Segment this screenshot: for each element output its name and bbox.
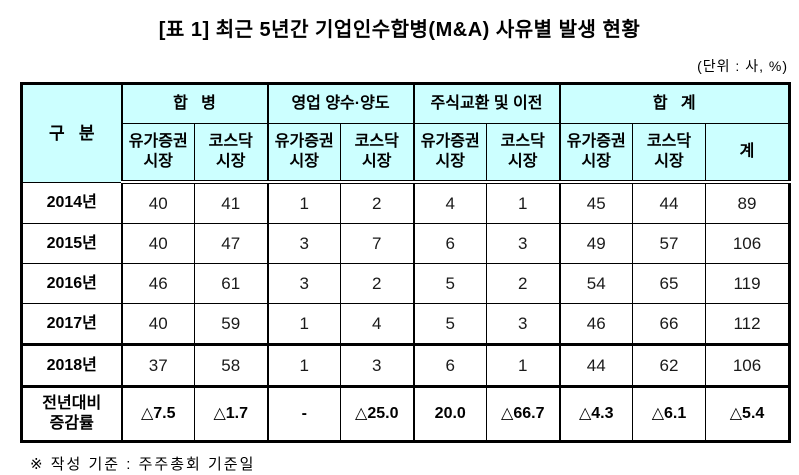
group-header-stock-exchange: 주식교환 및 이전 [412,83,560,124]
row-label: 2016년 [21,263,122,304]
data-cell: 119 [704,263,791,304]
subheader-grand-total: 계 [704,123,791,184]
data-cell: 3 [266,263,341,304]
subheader-kosdaq: 코스닥 시장 [632,123,706,184]
data-cell: 4 [412,181,487,224]
data-cell: 5 [412,263,487,304]
subheader-kosdaq: 코스닥 시장 [194,123,268,184]
data-cell: 3 [486,223,560,264]
data-cell: 40 [120,223,195,264]
data-cell: 6 [412,223,487,264]
row-label: 2014년 [21,181,122,224]
data-cell: 58 [194,343,268,388]
table-row-yoy-change: 전년대비 증감률 △7.5 △1.7 - △25.0 20.0 △66.7 △4… [21,386,791,442]
data-cell: 46 [120,263,195,304]
data-cell: 65 [632,263,706,304]
page-title: [표 1] 최근 5년간 기업인수합병(M&A) 사유별 발생 현황 [158,19,641,41]
data-cell: 40 [120,303,195,345]
table-row-2014: 2014년 40 41 1 2 4 1 45 44 89 [21,181,791,224]
subheader-kospi: 유가증권 시장 [412,123,487,184]
data-cell: 40 [120,181,195,224]
data-cell: 57 [632,223,706,264]
data-cell: 66 [632,303,706,345]
data-cell: 2 [340,181,414,224]
data-cell: △5.4 [704,386,791,442]
data-cell: 5 [412,303,487,345]
data-cell: 59 [194,303,268,345]
subheader-kosdaq: 코스닥 시장 [340,123,414,184]
unit-note: (단위 : 사, %) [697,58,788,74]
footnote: ※ 작성 기준 : 주주총회 기준일 [30,456,256,473]
group-header-row: 구 분 합 병 영업 양수·양도 주식교환 및 이전 합 계 [21,83,791,183]
corner-header-cell: 구 분 [21,83,122,183]
data-cell: △4.3 [558,386,633,442]
data-cell: 62 [632,343,706,388]
data-cell: 45 [558,181,633,224]
subheader-kospi: 유가증권 시장 [558,123,633,184]
group-header-total: 합 계 [558,83,791,124]
data-cell: 106 [704,223,791,264]
data-cell: 49 [558,223,633,264]
data-cell: 3 [266,223,341,264]
table-row-2017: 2017년 40 59 1 4 5 3 46 66 112 [21,303,791,345]
data-cell: 44 [558,343,633,388]
data-cell: - [266,386,341,442]
data-cell: 2 [486,263,560,304]
data-cell: 7 [340,223,414,264]
data-cell: 3 [340,343,414,388]
mna-status-table: 구 분 합 병 영업 양수·양도 주식교환 및 이전 합 계 유가증권 시장 코… [20,82,792,443]
data-cell: 89 [704,181,791,224]
data-cell: 6 [412,343,487,388]
data-cell: 112 [704,303,791,345]
group-header-business-transfer: 영업 양수·양도 [266,83,414,124]
data-cell: 46 [558,303,633,345]
data-cell: △1.7 [194,386,268,442]
subheader-kospi: 유가증권 시장 [120,123,195,184]
data-cell: 1 [486,343,560,388]
group-header-merger: 합 병 [120,83,268,124]
subheader-kosdaq: 코스닥 시장 [486,123,560,184]
data-cell: △66.7 [486,386,560,442]
row-label: 전년대비 증감률 [21,386,122,442]
data-cell: 1 [266,343,341,388]
data-cell: 1 [266,181,341,224]
data-cell: 3 [486,303,560,345]
data-cell: 2 [340,263,414,304]
data-cell: 106 [704,343,791,388]
data-cell: △25.0 [340,386,414,442]
data-cell: 1 [266,303,341,345]
table-row-2016: 2016년 46 61 3 2 5 2 54 65 119 [21,263,791,304]
subheader-row: 유가증권 시장 코스닥 시장 유가증권 시장 코스닥 시장 유가증권 시장 코스… [22,123,791,184]
table-row-2015: 2015년 40 47 3 7 6 3 49 57 106 [21,223,791,264]
data-cell: 20.0 [412,386,487,442]
data-cell: 41 [194,181,268,224]
data-cell: 47 [194,223,268,264]
data-cell: △6.1 [632,386,706,442]
data-cell: 37 [120,343,195,388]
data-cell: 61 [194,263,268,304]
row-label: 2017년 [21,303,122,345]
row-label: 2018년 [21,343,122,388]
row-label: 2015년 [21,223,122,264]
data-cell: 1 [486,181,560,224]
table-row-2018: 2018년 37 58 1 3 6 1 44 62 106 [21,343,791,388]
subheader-kospi: 유가증권 시장 [266,123,341,184]
data-cell: 44 [632,181,706,224]
data-cell: 4 [340,303,414,345]
data-cell: 54 [558,263,633,304]
data-cell: △7.5 [120,386,195,442]
